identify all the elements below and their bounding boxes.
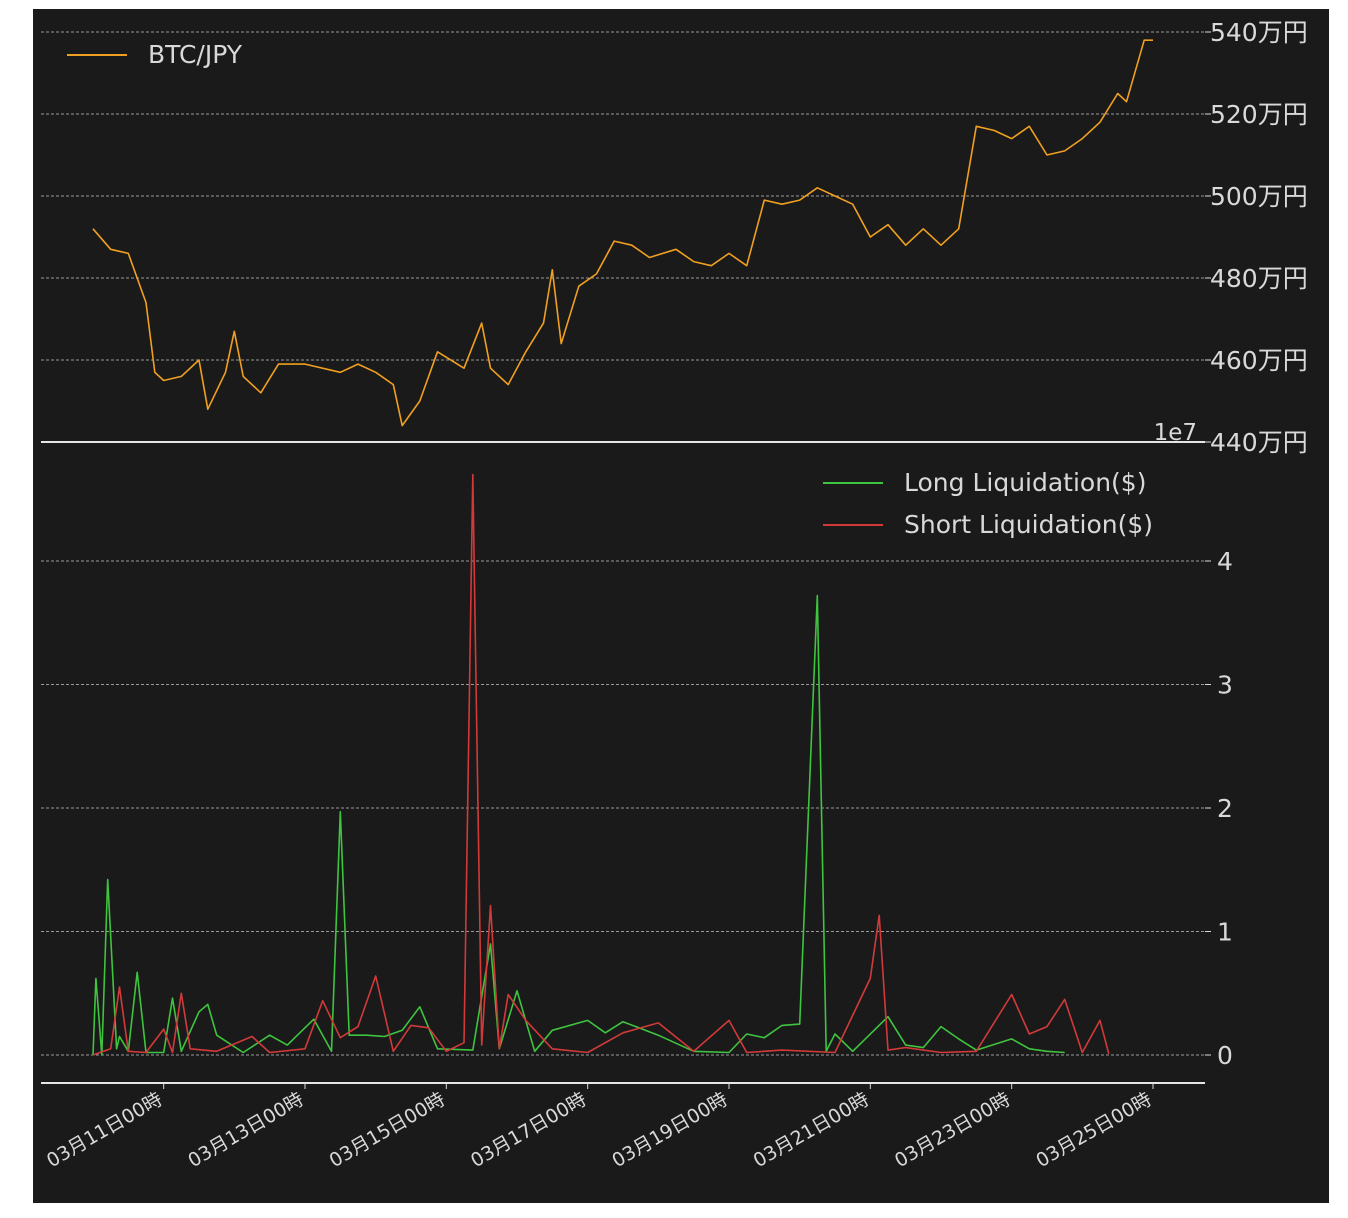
price-y-tick-label: 460万円 [1210, 346, 1308, 375]
x-tick-label: 03月13日00時 [184, 1088, 307, 1172]
liquidation-series-layer [92, 473, 1110, 1056]
liquidation-y-tick-label: 2 [1217, 794, 1233, 823]
price-y-ticks: 540万円 520万円 500万円 480万円 460万円 440万円 [1205, 18, 1308, 457]
liquidation-y-ticks: 0 1 2 3 4 [1205, 547, 1233, 1070]
price-series-layer [92, 39, 1153, 427]
chart-panel: 540万円 520万円 500万円 480万円 460万円 440万円 0 1 2 3 4 03月… [33, 9, 1329, 1203]
x-tick-label: 03月17日00時 [467, 1088, 590, 1172]
price-y-tick-label: 500万円 [1210, 182, 1308, 211]
series-line-btc-jpy [92, 39, 1153, 427]
x-tick-label: 03月23日00時 [891, 1088, 1014, 1172]
x-ticks: 03月11日00時 03月13日00時 03月15日00時 03月17日00時 03月1… [43, 1083, 1156, 1172]
series-line-short-liquidation [92, 473, 1110, 1056]
liquidation-offset-label: 1e7 [1154, 420, 1197, 446]
legend-label-short-liquidation: Short Liquidation($) [904, 510, 1153, 539]
x-tick-label: 03月25日00時 [1032, 1088, 1155, 1172]
x-tick-label: 03月11日00時 [43, 1088, 166, 1172]
x-tick-label: 03月15日00時 [326, 1088, 449, 1172]
price-grid [41, 31, 1205, 361]
price-y-tick-label: 540万円 [1210, 18, 1308, 47]
liquidation-y-tick-label: 4 [1217, 547, 1233, 576]
liquidation-y-tick-label: 3 [1217, 671, 1233, 700]
liquidation-legend: Long Liquidation($) Short Liquidation($) [823, 468, 1153, 539]
series-line-long-liquidation [92, 594, 1065, 1056]
price-legend: BTC/JPY [67, 40, 243, 69]
liquidation-y-tick-label: 0 [1217, 1041, 1233, 1070]
x-tick-label: 03月19日00時 [608, 1088, 731, 1172]
price-y-tick-label: 480万円 [1210, 264, 1308, 293]
price-y-tick-label: 520万円 [1210, 100, 1308, 129]
legend-label-long-liquidation: Long Liquidation($) [904, 468, 1146, 497]
liquidation-y-tick-label: 1 [1217, 918, 1233, 947]
x-tick-label: 03月21日00時 [750, 1088, 873, 1172]
liquidation-grid [41, 560, 1205, 1056]
price-y-tick-label: 440万円 [1210, 428, 1308, 457]
chart-svg: 540万円 520万円 500万円 480万円 460万円 440万円 0 1 2 3 4 03月… [41, 18, 1308, 1172]
legend-label-btc-jpy: BTC/JPY [148, 40, 243, 69]
